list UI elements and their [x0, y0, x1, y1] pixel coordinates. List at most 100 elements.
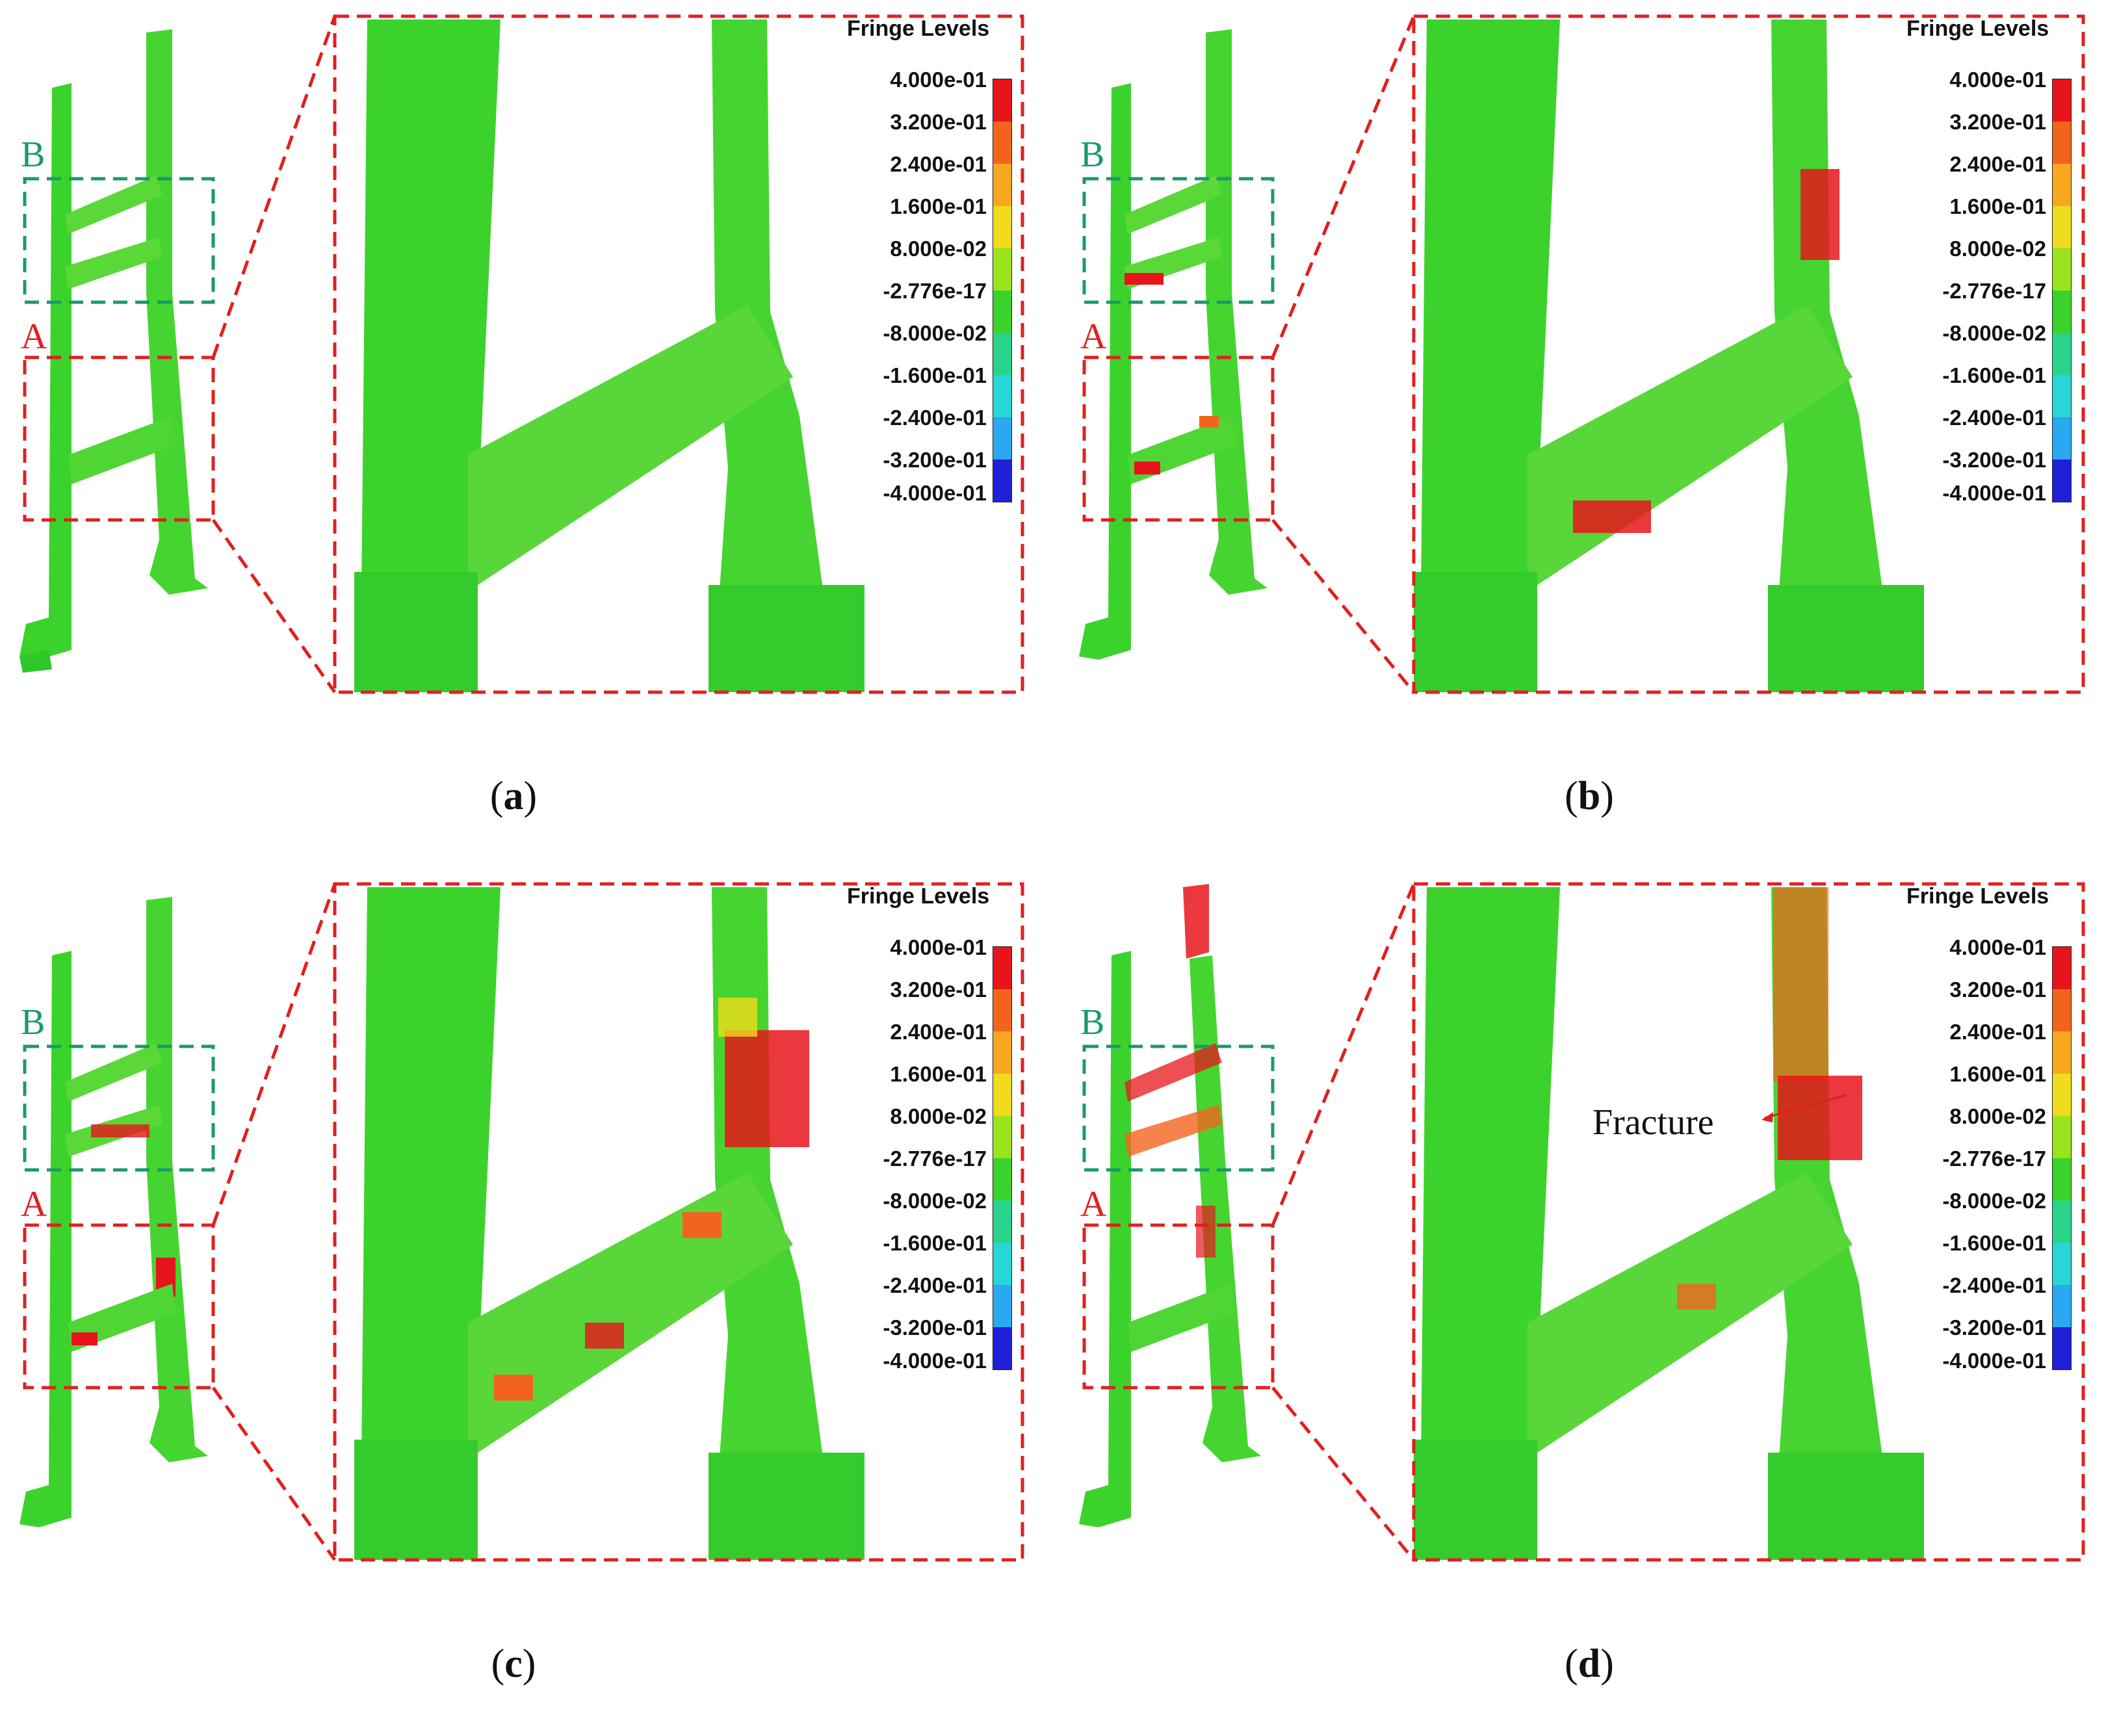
legend-tick: -8.000e-02 — [883, 321, 987, 345]
legend-tick: -3.200e-01 — [883, 448, 987, 472]
legend-tick: -2.400e-01 — [1942, 406, 2046, 430]
panel-c: B A Fringe Levels 4.000e-01 3.200e-01 2.… — [0, 868, 1060, 1735]
legend-tick: -1.600e-01 — [883, 363, 987, 387]
legend-tick: -1.600e-01 — [883, 1231, 987, 1255]
panel-d-figure — [1079, 882, 2085, 1562]
legend-title: Fringe Levels — [847, 884, 990, 909]
legend-tick: -2.400e-01 — [883, 406, 987, 430]
legend-tick: 1.600e-01 — [1949, 194, 2046, 218]
zoom-view — [354, 887, 864, 1560]
legend-tick: 2.400e-01 — [890, 152, 987, 176]
legend-tick: 4.000e-01 — [890, 68, 987, 92]
region-b-box — [1082, 177, 1275, 304]
legend-tick: -2.400e-01 — [883, 1273, 987, 1297]
zoom-frame — [333, 882, 1024, 1562]
legend-tick: -4.000e-01 — [1942, 1349, 2046, 1373]
region-a-label: A — [1080, 1184, 1107, 1224]
leader-line-bottom — [1271, 1386, 1415, 1561]
fracture-arrowhead — [1762, 1112, 1773, 1122]
panel-a: B A Fringe Levels 4.000e-01 3.200e-01 2.… — [0, 0, 1060, 868]
tower-overview — [20, 29, 208, 673]
panel-a-figure — [20, 14, 1024, 694]
leader-line-top — [1271, 883, 1416, 1226]
legend-tick: 2.400e-01 — [1949, 152, 2046, 176]
panel-caption: (c) — [491, 1642, 536, 1686]
region-b-label: B — [21, 135, 46, 175]
region-a-label: A — [1080, 317, 1107, 357]
zoom-frame — [1412, 882, 2085, 1562]
legend-title: Fringe Levels — [1906, 16, 2049, 41]
legend-tick: 2.400e-01 — [1949, 1020, 2046, 1044]
region-a-box — [1082, 356, 1275, 522]
legend-tick: 3.200e-01 — [1949, 978, 2046, 1002]
zoom-frame — [1412, 14, 2085, 694]
legend-tick: 4.000e-01 — [890, 935, 987, 959]
panel-b-figure — [1079, 14, 2085, 694]
zoom-frame — [333, 14, 1024, 694]
panel-caption: (b) — [1565, 774, 1614, 818]
leader-line-top — [211, 16, 337, 358]
legend-tick: -3.200e-01 — [883, 1315, 987, 1340]
panel-caption: (a) — [489, 774, 538, 818]
region-b-box — [23, 177, 215, 304]
legend-tick: -2.776e-17 — [1942, 279, 2046, 303]
panel-b: B A Fringe Levels 4.000e-01 3.200e-01 2.… — [1060, 0, 2119, 868]
legend-title: Fringe Levels — [1906, 884, 2049, 909]
legend-tick: -4.000e-01 — [883, 481, 987, 505]
tower-overview — [1079, 884, 1261, 1527]
panel-d: B A Fracture Fringe Levels 4.000e-01 3.2… — [1060, 868, 2119, 1735]
legend-tick: 8.000e-02 — [890, 1104, 987, 1128]
legend-tick: -2.776e-17 — [1942, 1147, 2046, 1171]
legend-title: Fringe Levels — [847, 16, 990, 41]
region-a-box — [1082, 1223, 1275, 1390]
legend-tick: 8.000e-02 — [890, 237, 987, 261]
tower-overview — [20, 897, 208, 1527]
leader-line-bottom — [1271, 519, 1415, 693]
legend-tick: 1.600e-01 — [890, 1062, 987, 1086]
legend-tick: -8.000e-02 — [1942, 321, 2046, 345]
leader-line-top — [211, 883, 337, 1226]
legend-colorbar — [993, 79, 1012, 502]
zoom-view — [1414, 887, 1924, 1560]
zoom-view — [354, 19, 864, 692]
legend-tick: 2.400e-01 — [890, 1020, 987, 1044]
region-b-label: B — [21, 1002, 46, 1043]
region-a-label: A — [21, 1184, 47, 1224]
legend-tick: -3.200e-01 — [1942, 448, 2046, 472]
legend-tick: -1.600e-01 — [1942, 1231, 2046, 1255]
legend-tick: -4.000e-01 — [883, 1349, 987, 1373]
legend-tick: 3.200e-01 — [890, 110, 987, 134]
legend-tick: 8.000e-02 — [1949, 1104, 2046, 1128]
tower-overview — [1079, 29, 1268, 660]
legend-tick: -8.000e-02 — [883, 1189, 987, 1213]
legend-tick: -1.600e-01 — [1942, 363, 2046, 387]
fracture-label: Fracture — [1592, 1102, 1714, 1143]
legend-tick: -2.776e-17 — [883, 1147, 987, 1171]
legend-colorbar — [993, 946, 1012, 1370]
region-b-box — [1082, 1044, 1275, 1172]
leader-line-bottom — [211, 1386, 337, 1561]
region-a-label: A — [21, 317, 47, 357]
legend-tick: -4.000e-01 — [1942, 481, 2046, 505]
legend-tick: 4.000e-01 — [1949, 935, 2046, 959]
region-a-box — [23, 356, 215, 522]
region-b-box — [23, 1044, 215, 1172]
legend-tick: 3.200e-01 — [890, 978, 987, 1002]
fracture-arrow — [1764, 1094, 1847, 1119]
legend-tick: 4.000e-01 — [1949, 68, 2046, 92]
panel-c-figure — [20, 882, 1024, 1562]
legend-tick: -8.000e-02 — [1942, 1189, 2046, 1213]
legend-tick: -2.776e-17 — [883, 279, 987, 303]
region-b-label: B — [1080, 135, 1105, 175]
zoom-view — [1414, 19, 1924, 692]
legend-colorbar — [2052, 79, 2072, 502]
region-a-box — [23, 1223, 215, 1390]
legend-tick: 3.200e-01 — [1949, 110, 2046, 134]
legend-colorbar — [2052, 946, 2072, 1370]
legend-tick: -2.400e-01 — [1942, 1273, 2046, 1297]
legend-tick: -3.200e-01 — [1942, 1315, 2046, 1340]
region-b-label: B — [1080, 1002, 1105, 1043]
leader-line-top — [1271, 16, 1416, 358]
legend-tick: 1.600e-01 — [1949, 1062, 2046, 1086]
leader-line-bottom — [211, 519, 337, 693]
